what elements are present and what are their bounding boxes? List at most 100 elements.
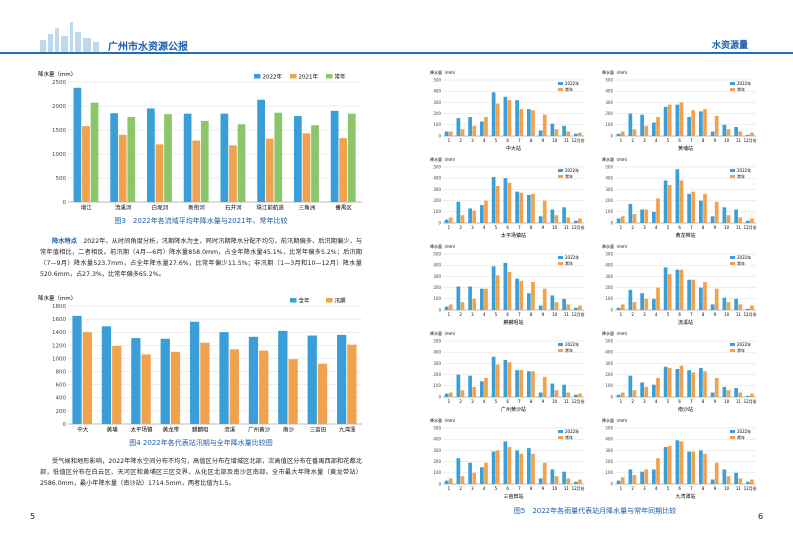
bar [507, 362, 512, 397]
y-axis-label: 降水量（mm） [602, 69, 630, 75]
x-tick-label: 2 [459, 138, 462, 143]
y-tick-label: 300 [605, 100, 613, 105]
legend-swatch [558, 430, 563, 433]
y-tick-label: 1800 [52, 304, 66, 310]
y-tick-label: 500 [433, 164, 441, 169]
legend-label: 常年 [737, 347, 745, 353]
bar [620, 216, 625, 223]
bar [519, 453, 524, 484]
bar [101, 326, 112, 424]
bar [515, 370, 519, 397]
bar [503, 441, 508, 484]
bar [73, 87, 82, 202]
bar [663, 267, 668, 310]
x-tick-label: 9 [542, 486, 545, 491]
bar [620, 304, 625, 310]
x-tick-label: 12月份 [744, 485, 757, 491]
skyline [40, 22, 99, 52]
y-tick-label: 500 [433, 425, 441, 430]
x-tick-label: 8 [530, 312, 533, 317]
figure-caption: 图4 2022年各代表站汛期与全年降水量比较图 [129, 439, 273, 447]
bar [738, 478, 743, 484]
x-tick-label: 白坭河 [152, 204, 169, 212]
x-tick-label: 黄龙带 [163, 426, 180, 434]
bar [503, 96, 508, 136]
y-tick-label: 0 [610, 394, 613, 399]
y-tick-label: 100 [605, 383, 613, 388]
bar [317, 363, 328, 424]
y-tick-label: 100 [433, 383, 441, 388]
bar [472, 472, 477, 484]
bar [714, 201, 719, 223]
legend-swatch [326, 74, 333, 79]
bar [726, 302, 731, 310]
bar [339, 138, 348, 202]
x-tick-label: 12月份 [572, 398, 585, 404]
legend-label: 全年 [299, 297, 311, 305]
bar [484, 377, 488, 397]
legend-label: 2022年 [565, 167, 579, 173]
bar [574, 133, 578, 136]
bar [330, 110, 339, 202]
bar [722, 386, 727, 397]
x-tick-label: 12月份 [744, 311, 757, 317]
x-tick-label: 3 [471, 138, 474, 143]
legend-label: 2022年 [737, 80, 751, 86]
y-tick-label: 1000 [52, 356, 66, 362]
legend-swatch [558, 436, 563, 439]
x-tick-label: 2 [459, 486, 462, 491]
legend-label: 常年 [565, 434, 573, 440]
x-tick-label: 7 [518, 225, 521, 230]
station-chart: 降水量（mm） 0 100 200 300 400 500 1 2 3 4 5 6 7 8 9 10 11 12月份… [430, 417, 585, 500]
bar [746, 395, 750, 397]
x-tick-label: 3 [643, 225, 646, 230]
bar [160, 338, 170, 424]
legend-swatch [254, 74, 261, 79]
bar [515, 278, 519, 310]
bar [118, 134, 127, 202]
x-tick-label: 1 [448, 138, 451, 143]
bar [484, 116, 488, 136]
legend-label: 常年 [737, 260, 745, 266]
bar [562, 384, 566, 397]
bar [710, 479, 715, 484]
y-tick-label: 0 [63, 200, 67, 206]
x-tick-label: 4 [655, 225, 658, 230]
bar [640, 114, 644, 136]
bar [491, 266, 496, 310]
x-tick-label: 5 [495, 312, 498, 317]
bar [82, 126, 90, 202]
legend-label: 常年 [565, 347, 573, 353]
bar [750, 218, 754, 223]
bar [687, 451, 691, 484]
bar [542, 462, 547, 484]
bar [538, 305, 543, 310]
bar [554, 476, 559, 484]
bar [472, 298, 477, 310]
x-tick-label: 9 [542, 138, 545, 143]
y-tick-label: 1500 [52, 128, 66, 134]
x-tick-label: 1 [620, 312, 623, 317]
bar [722, 207, 727, 223]
y-tick-label: 400 [433, 437, 441, 442]
bar [554, 129, 559, 136]
bar [562, 471, 566, 484]
bar [679, 269, 684, 310]
x-tick-label: 5 [495, 486, 498, 491]
bar [628, 289, 633, 310]
bar [278, 330, 288, 424]
bar [566, 392, 571, 397]
bar [691, 110, 696, 136]
bar [652, 211, 656, 223]
bar [542, 376, 547, 397]
bar [566, 478, 571, 484]
x-tick-label: 10 [552, 486, 558, 491]
bar [691, 372, 696, 397]
x-tick-label: 6 [506, 486, 509, 491]
figure-caption: 图3 2022年各流域平均年降水量与2021年、常年比较 [114, 217, 288, 225]
bar [456, 201, 461, 223]
x-tick-label: 10 [552, 225, 558, 230]
bar [550, 469, 555, 484]
bar [632, 390, 637, 397]
